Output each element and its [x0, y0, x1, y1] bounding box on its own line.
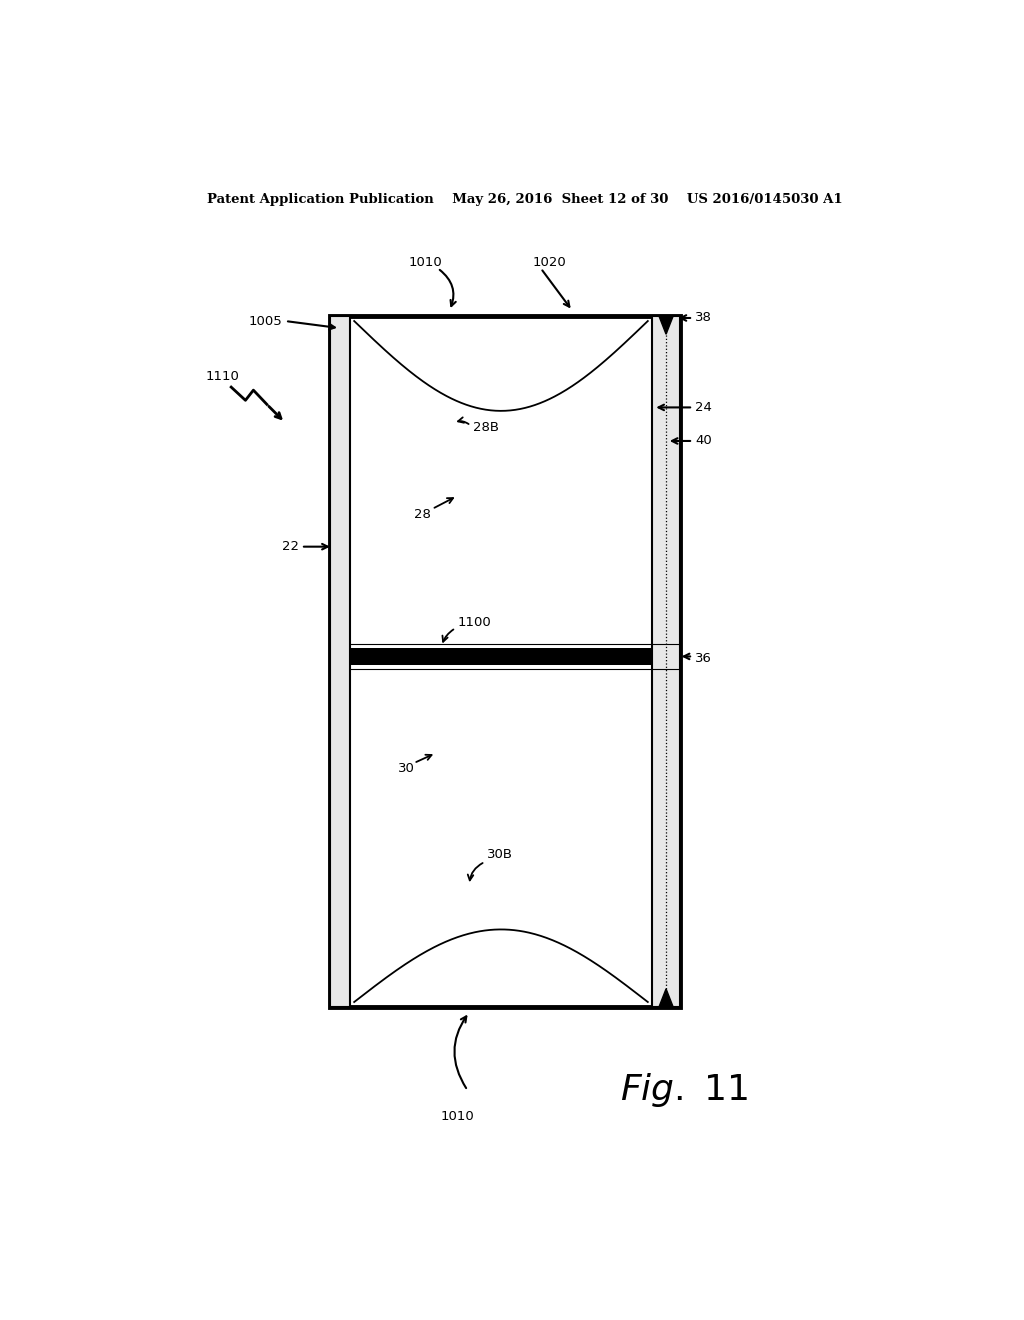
Bar	[331, 315, 680, 1007]
Text: 1010: 1010	[409, 256, 442, 268]
Polygon shape	[658, 989, 673, 1007]
Bar	[350, 648, 652, 664]
Text: 38: 38	[695, 312, 713, 325]
Text: 28: 28	[414, 508, 430, 520]
Text: 40: 40	[695, 434, 712, 447]
Text: 30B: 30B	[486, 849, 513, 861]
Text: 1005: 1005	[249, 314, 283, 327]
Text: $\mathit{Fig.\ 11}$: $\mathit{Fig.\ 11}$	[620, 1072, 749, 1109]
Text: 1020: 1020	[532, 256, 566, 268]
Text: Patent Application Publication    May 26, 2016  Sheet 12 of 30    US 2016/014503: Patent Application Publication May 26, 2…	[207, 193, 843, 206]
Text: 24: 24	[695, 401, 713, 414]
Text: 22: 22	[282, 540, 299, 553]
Text: 1100: 1100	[458, 616, 492, 630]
Text: 28B: 28B	[473, 421, 500, 434]
Bar	[331, 315, 350, 1007]
Text: 1010: 1010	[440, 1110, 474, 1123]
Text: 36: 36	[695, 652, 713, 665]
Bar	[652, 315, 680, 1007]
Text: 30: 30	[397, 762, 415, 775]
Text: 1110: 1110	[206, 371, 240, 383]
Polygon shape	[658, 315, 673, 334]
